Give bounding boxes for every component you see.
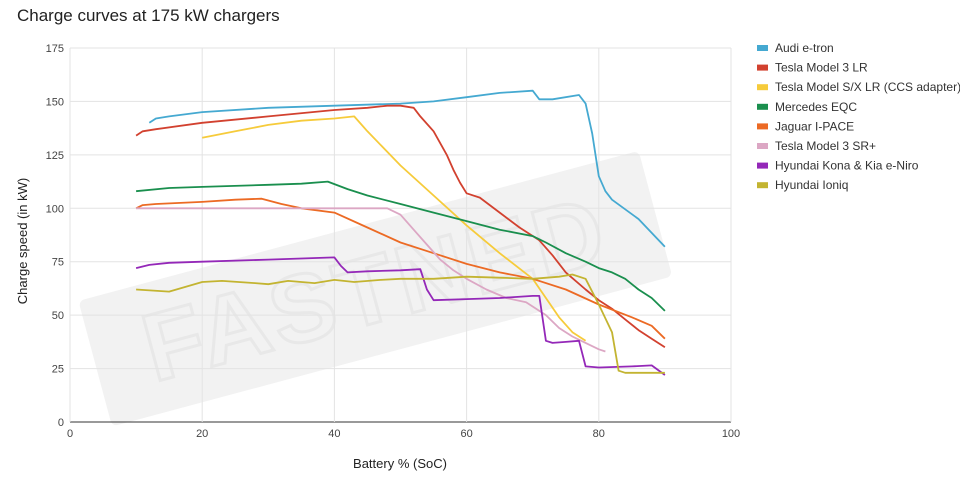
x-tick-label: 20	[196, 428, 208, 440]
series-line-jaguar-i-pace	[135, 197, 666, 340]
series-line-tesla-model-3-sr	[136, 207, 606, 353]
legend-label-jaguar-i-pace: Jaguar I-PACE	[775, 119, 854, 133]
series-line-audi-e-tron	[148, 89, 666, 248]
legend-label-tesla-model-3-lr: Tesla Model 3 LR	[775, 61, 868, 75]
legend-swatch-tesla-model-3-lr	[757, 64, 768, 71]
series-line-hyundai-kona-kia-e-niro	[135, 256, 666, 376]
legend-swatch-mercedes-eqc	[757, 103, 768, 110]
y-tick-label: 125	[46, 150, 64, 162]
legend-swatch-jaguar-i-pace	[757, 123, 768, 130]
legend: Audi e-tron Tesla Model 3 LR Tesla Model S…	[757, 41, 960, 192]
y-tick-label: 75	[52, 257, 64, 269]
legend-label-mercedes-eqc: Mercedes EQC	[775, 100, 857, 114]
y-tick-label: 0	[58, 417, 64, 429]
x-tick-label: 0	[67, 428, 73, 440]
axes: 0 25 50 75 100 125 150 175 0 20 40 60 80 100	[46, 43, 741, 440]
x-axis-title: Battery % (SoC)	[353, 456, 447, 471]
series-line-tesla-model-3-lr	[135, 104, 666, 348]
x-tick-label: 40	[328, 428, 340, 440]
y-tick-label: 50	[52, 310, 64, 322]
legend-label-audi-e-tron: Audi e-tron	[775, 41, 834, 55]
x-tick-label: 80	[593, 428, 605, 440]
y-tick-label: 25	[52, 364, 64, 376]
x-tick-label: 60	[460, 428, 472, 440]
watermark-badge	[79, 152, 671, 426]
legend-label-hyundai-kona-kia-e-niro: Hyundai Kona & Kia e-Niro	[775, 159, 919, 173]
chart-title: Charge curves at 175 kW chargers	[17, 6, 280, 25]
watermark-layer: FASTNED	[79, 152, 671, 426]
series-line-mercedes-eqc	[136, 180, 666, 312]
y-tick-label: 150	[46, 96, 64, 108]
legend-swatch-audi-e-tron	[757, 45, 768, 51]
y-tick-label: 100	[46, 203, 64, 215]
legend-label-hyundai-ioniq: Hyundai Ioniq	[775, 178, 848, 192]
legend-swatch-hyundai-ioniq	[757, 182, 768, 189]
y-tick-label: 175	[46, 43, 64, 55]
series-line-tesla-model-s-x-lr-ccs-adapter	[202, 115, 587, 342]
series-line-hyundai-ioniq	[136, 273, 665, 374]
legend-swatch-tesla-model-3-sr	[757, 143, 768, 149]
y-axis-title: Charge speed (in kW)	[15, 178, 30, 304]
x-tick-label: 100	[722, 428, 740, 440]
series-lines	[135, 89, 666, 376]
legend-label-tesla-model-s-x-lr-ccs-adapter: Tesla Model S/X LR (CCS adapter)	[775, 80, 960, 94]
legend-swatch-hyundai-kona-kia-e-niro	[757, 162, 768, 169]
legend-label-tesla-model-3-sr: Tesla Model 3 SR+	[775, 139, 876, 153]
legend-swatch-tesla-model-s-x-lr-ccs-adapter	[757, 84, 768, 91]
